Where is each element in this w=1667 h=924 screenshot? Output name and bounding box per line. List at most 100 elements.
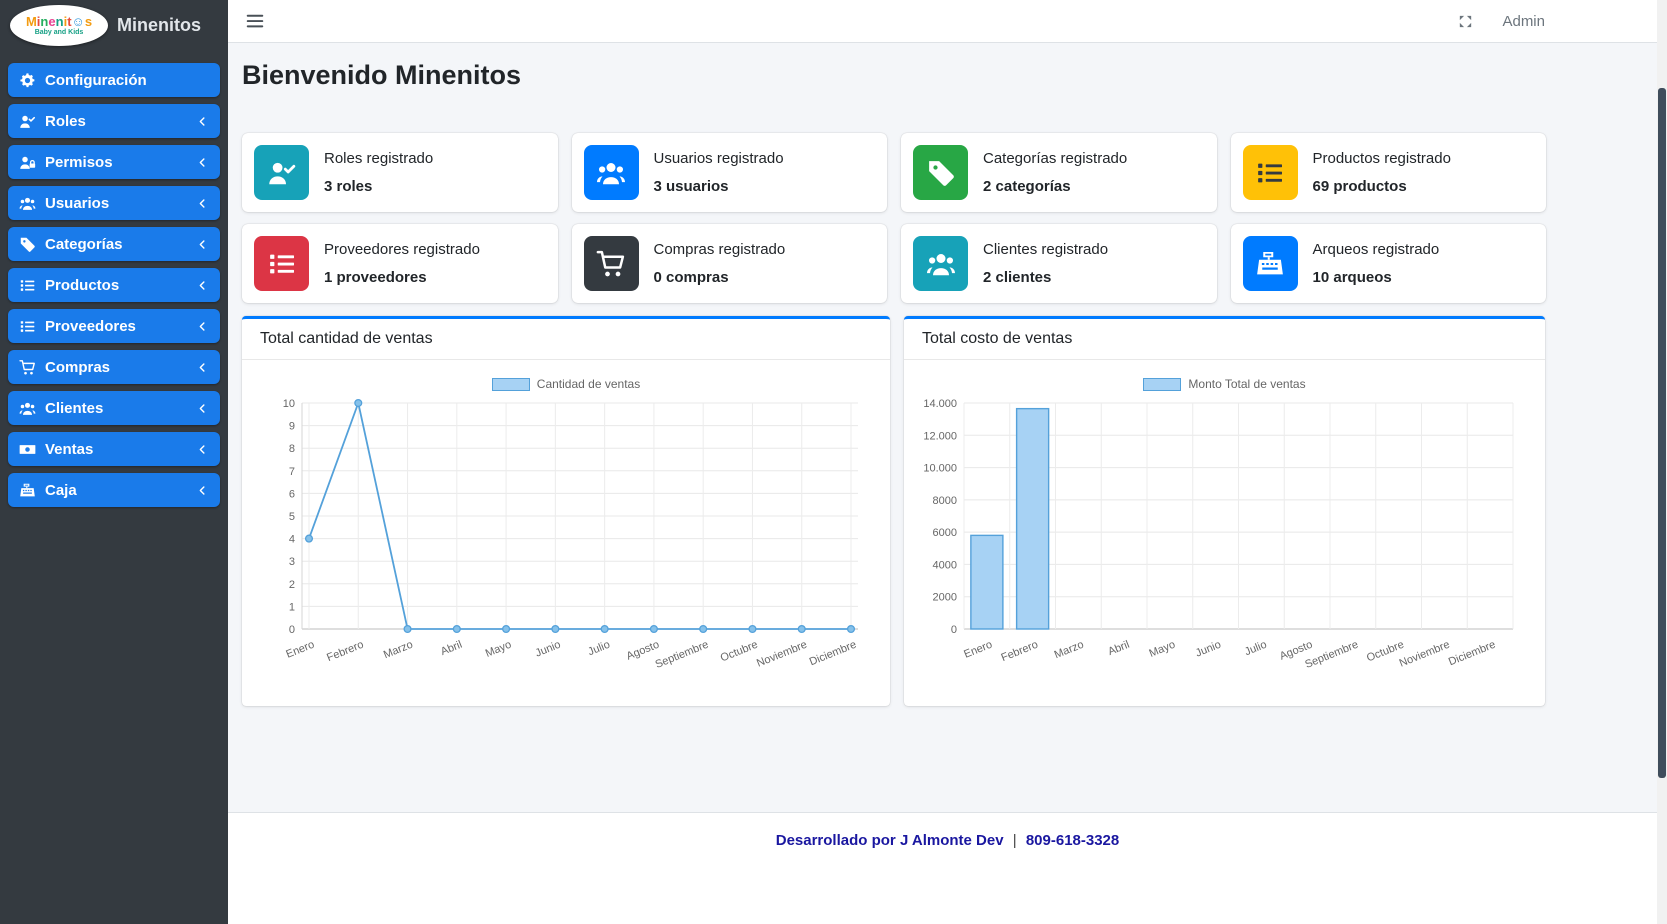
chevron-left-icon (196, 320, 209, 333)
svg-text:Febrero: Febrero (1000, 639, 1040, 665)
chart-title: Total cantidad de ventas (242, 319, 890, 360)
svg-text:Septiembre: Septiembre (654, 639, 711, 671)
scrollbar-thumb[interactable] (1658, 88, 1666, 778)
stat-card-categorias-registrado: Categorías registrado2 categorías (901, 133, 1217, 212)
sidebar-item-compras[interactable]: Compras (8, 350, 220, 384)
chart-body: Cantidad de ventas012345678910EneroFebre… (242, 360, 890, 698)
stat-card-arqueos-registrado: Arqueos registrado10 arqueos (1231, 224, 1547, 303)
data-point (453, 626, 460, 633)
data-point (651, 626, 658, 633)
main-area: Admin Bienvenido Minenitos Roles registr… (228, 0, 1667, 924)
svg-text:Octubre: Octubre (719, 639, 760, 665)
page-title: Bienvenido Minenitos (242, 60, 1667, 91)
stat-card-value: 2 categorías (983, 178, 1071, 195)
stat-card-value: 3 roles (324, 178, 372, 195)
legend-swatch (1143, 378, 1181, 391)
user-check-icon (19, 113, 36, 130)
brand-logo-word: Minenit☺s (26, 15, 92, 28)
sidebar-item-label: Roles (45, 113, 196, 130)
data-point (798, 626, 805, 633)
tag-icon (19, 236, 36, 253)
chevron-left-icon (196, 238, 209, 251)
sidebar-item-clientes[interactable]: Clientes (8, 391, 220, 425)
chart-card-cantidad-ventas: Total cantidad de ventas Cantidad de ven… (242, 316, 890, 706)
chevron-left-icon (196, 443, 209, 456)
bar-chart-canvas: 0200040006000800010.00012.00014.000Enero… (920, 393, 1525, 693)
stat-card-value: 1 proveedores (324, 269, 427, 286)
data-point (601, 626, 608, 633)
sidebar-item-configuracion[interactable]: Configuración (8, 63, 220, 97)
cart-icon (596, 249, 626, 279)
stat-card-title: Clientes registrado (983, 241, 1108, 258)
svg-text:Enero: Enero (962, 639, 994, 661)
user-lock-icon (19, 154, 36, 171)
svg-text:Julio: Julio (586, 639, 611, 659)
svg-text:3: 3 (289, 556, 295, 568)
stat-card-productos-registrado: Productos registrado69 productos (1231, 133, 1547, 212)
stat-card-roles-registrado: Roles registrado 3 roles (242, 133, 558, 212)
stat-card-compras-registrado: Compras registrado0 compras (572, 224, 888, 303)
sidebar-item-label: Ventas (45, 441, 196, 458)
list-icon (267, 249, 297, 279)
data-point (306, 535, 313, 542)
user-menu[interactable]: Admin (1502, 13, 1545, 30)
users-icon (596, 158, 626, 188)
svg-text:0: 0 (289, 624, 295, 636)
stat-card-proveedores-registrado: Proveedores registrado1 proveedores (242, 224, 558, 303)
svg-text:5: 5 (289, 511, 295, 523)
users-icon (19, 400, 36, 417)
svg-text:7: 7 (289, 466, 295, 478)
sidebar-item-categorias[interactable]: Categorías (8, 227, 220, 261)
brand[interactable]: Minenit☺s Baby and Kids Minenitos (0, 0, 228, 50)
sidebar-item-caja[interactable]: Caja (8, 473, 220, 507)
stat-card-value: 2 clientes (983, 269, 1051, 286)
chart-legend: Monto Total de ventas (920, 377, 1529, 391)
sidebar-item-usuarios[interactable]: Usuarios (8, 186, 220, 220)
svg-text:Julio: Julio (1243, 639, 1268, 659)
topbar: Admin (228, 0, 1667, 43)
brand-title: Minenitos (117, 15, 201, 36)
topbar-right: Admin (1457, 13, 1545, 30)
footer-separator: | (1013, 832, 1017, 849)
stat-card-title: Roles registrado (324, 150, 433, 167)
sidebar-item-proveedores[interactable]: Proveedores (8, 309, 220, 343)
svg-text:Junio: Junio (534, 639, 563, 660)
brand-logo-subtitle: Baby and Kids (35, 29, 84, 36)
data-point (848, 626, 855, 633)
stat-card-usuarios-registrado: Usuarios registrado3 usuarios (572, 133, 888, 212)
svg-text:Marzo: Marzo (1053, 639, 1086, 662)
footer: Desarrollado por J Almonte Dev | 809-618… (228, 812, 1667, 924)
sidebar-item-label: Usuarios (45, 195, 196, 212)
sidebar-item-label: Compras (45, 359, 196, 376)
stat-card-icon-box (254, 145, 309, 200)
svg-text:Mayo: Mayo (484, 639, 513, 660)
svg-text:2000: 2000 (933, 592, 957, 604)
expand-icon (1457, 13, 1474, 30)
sidebar-item-ventas[interactable]: Ventas (8, 432, 220, 466)
svg-text:Enero: Enero (284, 639, 316, 661)
footer-prefix: Desarrollado por (776, 832, 896, 849)
svg-text:Septiembre: Septiembre (1303, 639, 1360, 671)
data-point (404, 626, 411, 633)
svg-text:Noviembre: Noviembre (1398, 639, 1452, 670)
svg-text:1: 1 (289, 601, 295, 613)
stat-card-value: 3 usuarios (654, 178, 729, 195)
svg-text:Junio: Junio (1194, 639, 1223, 660)
svg-text:Diciembre: Diciembre (808, 639, 858, 669)
data-point (552, 626, 559, 633)
sidebar-item-permisos[interactable]: Permisos (8, 145, 220, 179)
sidebar-toggle-button[interactable] (244, 10, 266, 32)
sidebar-item-productos[interactable]: Productos (8, 268, 220, 302)
sidebar-item-roles[interactable]: Roles (8, 104, 220, 138)
tag-icon (926, 158, 956, 188)
chevron-left-icon (196, 197, 209, 210)
svg-text:12.000: 12.000 (923, 430, 957, 442)
fullscreen-icon[interactable] (1457, 13, 1474, 30)
legend-label: Cantidad de ventas (537, 377, 640, 391)
scrollbar-track[interactable] (1657, 0, 1667, 924)
list-icon (19, 277, 36, 294)
svg-text:4000: 4000 (933, 559, 957, 571)
sidebar-item-label: Proveedores (45, 318, 196, 335)
cash-register-icon (19, 482, 36, 499)
footer-author: J Almonte Dev (900, 832, 1004, 849)
